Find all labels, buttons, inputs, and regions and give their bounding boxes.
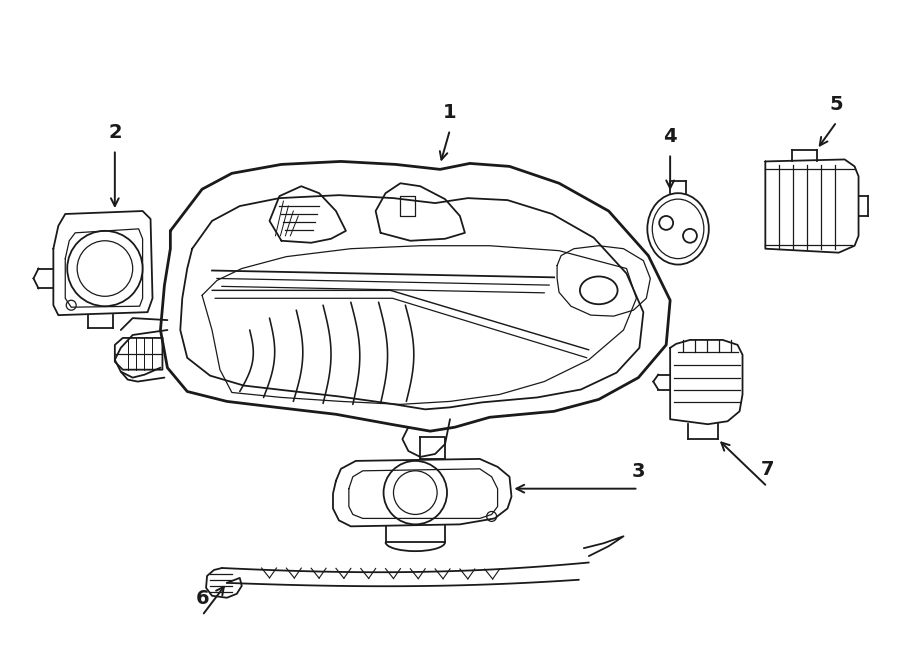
Text: 7: 7 bbox=[760, 459, 774, 479]
Text: 2: 2 bbox=[108, 122, 122, 142]
Text: 5: 5 bbox=[830, 95, 843, 114]
Text: 4: 4 bbox=[663, 126, 677, 146]
Text: 3: 3 bbox=[632, 461, 645, 481]
Text: 1: 1 bbox=[443, 103, 457, 122]
Text: 6: 6 bbox=[195, 589, 209, 608]
